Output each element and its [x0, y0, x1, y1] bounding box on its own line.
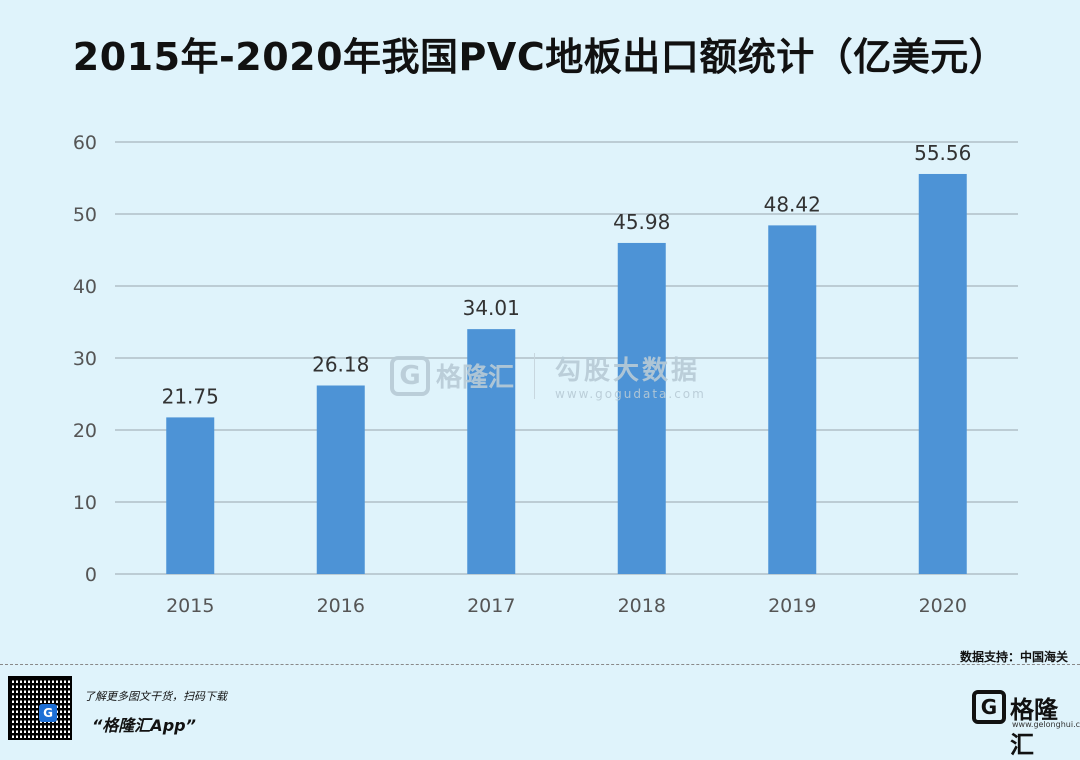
- brand-logo-icon: G: [972, 690, 1006, 724]
- x-tick-label: 2020: [919, 595, 967, 617]
- chart-title: 2015年-2020年我国PVC地板出口额统计（亿美元）: [72, 35, 1008, 79]
- data-label: 34.01: [463, 296, 520, 320]
- x-tick-label: 2018: [618, 595, 666, 617]
- x-tick-label: 2016: [317, 595, 365, 617]
- y-tick-label: 60: [73, 132, 97, 154]
- x-tick-label: 2017: [467, 595, 515, 617]
- bar: [768, 225, 817, 574]
- y-tick-label: 20: [73, 420, 97, 442]
- promo-app-name: “格隆汇App”: [92, 716, 196, 735]
- watermark-separator: [534, 352, 536, 399]
- promo-text: 了解更多图文干货，扫码下载: [84, 690, 227, 703]
- bar: [918, 173, 967, 574]
- bar: [617, 242, 666, 574]
- watermark-brand: 格隆汇: [436, 363, 515, 393]
- y-tick-label: 10: [73, 492, 97, 514]
- y-tick-label: 40: [73, 276, 97, 298]
- data-label: 48.42: [764, 192, 821, 216]
- data-label: 45.98: [613, 210, 670, 234]
- watermark-cn: 勾股大数据: [555, 356, 701, 386]
- qr-logo-icon: G: [39, 704, 57, 722]
- footer-divider: [0, 664, 1080, 665]
- x-tick-label: 2015: [166, 595, 214, 617]
- qr-code-icon[interactable]: G: [8, 676, 72, 740]
- data-label: 26.18: [312, 353, 369, 377]
- bar: [467, 329, 516, 574]
- data-label: 21.75: [162, 384, 219, 408]
- watermark-logo-icon: G: [390, 355, 430, 396]
- y-tick-label: 30: [73, 348, 97, 370]
- bar: [166, 417, 215, 574]
- y-tick-label: 0: [85, 564, 97, 586]
- data-label: 55.56: [914, 141, 971, 165]
- watermark: G 格隆汇 勾股大数据 www.gogudata.com: [390, 350, 706, 401]
- watermark-url: www.gogudata.com: [555, 387, 706, 401]
- bar-chart: 0 10 20 30 40 50 60 21.75 2015 26.18 2016 34.01 2017…: [73, 132, 1018, 617]
- brand-url: www.gelonghui.com: [1012, 720, 1080, 729]
- data-source: 数据支持：中国海关: [959, 650, 1068, 664]
- y-tick-label: 50: [73, 204, 97, 226]
- bar: [316, 385, 365, 574]
- x-tick-label: 2019: [768, 595, 816, 617]
